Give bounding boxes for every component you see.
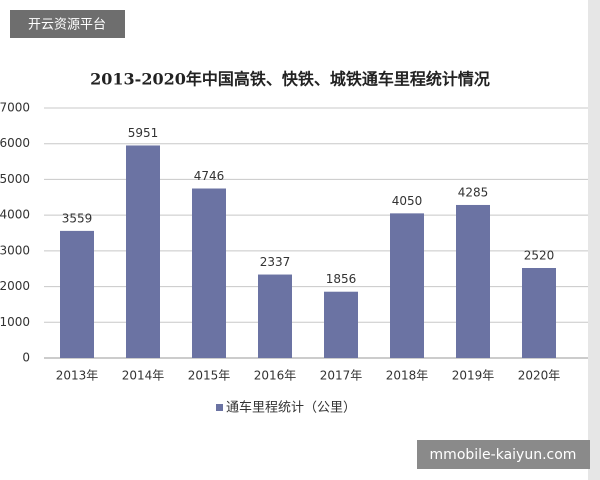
y-tick-label: 2000 (0, 279, 30, 293)
x-tick-label: 2016年 (254, 369, 297, 383)
data-label: 2520 (524, 249, 555, 263)
watermark-box (10, 10, 125, 38)
y-tick-label: 4000 (0, 208, 30, 222)
y-tick-label: 3000 (0, 243, 30, 257)
y-tick-label: 5000 (0, 172, 30, 186)
legend-label: 通车里程统计（公里） (226, 400, 356, 416)
data-label: 4746 (194, 169, 225, 183)
y-tick-label: 6000 (0, 136, 30, 150)
bar (126, 145, 160, 358)
edge-strip (588, 0, 600, 480)
x-tick-label: 2018年 (386, 369, 429, 383)
data-label: 3559 (62, 211, 93, 225)
bar (522, 268, 556, 358)
chart-title: 2013-2020年中国高铁、快铁、城铁通车里程统计情况 (90, 70, 490, 89)
x-tick-label: 2014年 (122, 369, 165, 383)
data-label: 4285 (458, 185, 489, 199)
x-tick-label: 2019年 (452, 369, 495, 383)
data-label: 5951 (128, 126, 159, 140)
y-tick-label: 1000 (0, 315, 30, 329)
watermark-box (417, 440, 590, 469)
bar (456, 204, 490, 358)
legend-swatch (216, 404, 223, 411)
plot: 0 1000 2000 3000 4000 5000 6000 7000 2013年 2014年 2… (0, 101, 588, 416)
data-label: 2337 (260, 255, 291, 269)
y-tick-label: 7000 (0, 101, 30, 115)
watermark-top: 开云资源平台 (28, 18, 106, 33)
bar (390, 213, 424, 358)
data-label: 1856 (326, 272, 357, 286)
x-tick-label: 2020年 (518, 369, 561, 383)
bar (258, 274, 292, 358)
y-tick-label: 0 (22, 351, 30, 365)
x-tick-label: 2013年 (56, 369, 99, 383)
bar (324, 291, 358, 358)
x-tick-label: 2015年 (188, 369, 231, 383)
watermark-bottom: mmobile-kaiyun.com (430, 447, 577, 463)
x-tick-label: 2017年 (320, 369, 363, 383)
bar (192, 188, 226, 358)
data-label: 4050 (392, 194, 423, 208)
bar (60, 230, 94, 358)
